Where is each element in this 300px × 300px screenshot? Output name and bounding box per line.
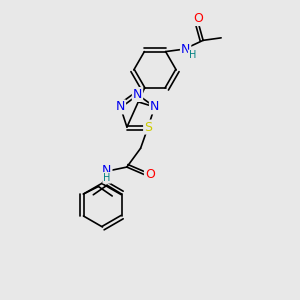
Text: H: H <box>189 50 196 60</box>
Text: N: N <box>133 88 142 101</box>
Text: N: N <box>102 164 112 177</box>
Text: N: N <box>181 43 190 56</box>
Text: H: H <box>103 173 110 183</box>
Text: O: O <box>145 168 155 181</box>
Text: N: N <box>116 100 125 113</box>
Text: S: S <box>144 121 152 134</box>
Text: O: O <box>194 12 204 25</box>
Text: N: N <box>150 100 159 113</box>
